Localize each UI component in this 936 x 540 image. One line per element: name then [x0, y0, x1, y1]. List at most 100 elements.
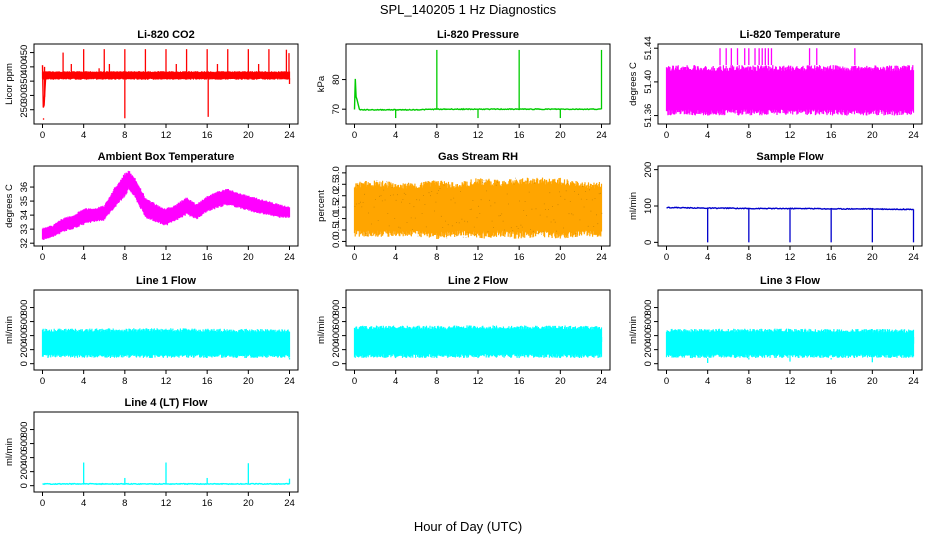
panel-1-y-axis-label: Licor ppm — [4, 63, 15, 105]
panel-1-x-tick-label: 4 — [81, 130, 86, 141]
panel-10-y-tick-label: 800 — [19, 422, 30, 438]
panel-6-x-tick-label: 8 — [746, 252, 751, 263]
panel-7-y-tick-label: 800 — [19, 300, 30, 316]
panel-10-y-axis-label: ml/min — [4, 438, 15, 466]
panel-1-x-tick-label: 16 — [202, 130, 213, 141]
panel-3-y-tick-label: 51.36 — [643, 104, 654, 128]
panel-1-y-tick-label: 300 — [19, 87, 30, 103]
panel-7-x-tick-label: 0 — [40, 376, 45, 387]
panel-10-y-tick-label: 200 — [19, 464, 30, 480]
figure-title: SPL_140205 1 Hz Diagnostics — [380, 2, 557, 17]
panel-5-x-tick-label: 4 — [393, 252, 398, 263]
panel-8-y-tick-label: 0 — [331, 361, 342, 366]
panel-2-x-tick-label: 16 — [514, 130, 525, 141]
panel-7-x-tick-label: 8 — [122, 376, 127, 387]
panel-2-plot-area — [353, 49, 603, 119]
panel-6-x-tick-label: 16 — [826, 252, 837, 263]
panel-5-y-tick-label: 1.0 — [331, 212, 342, 225]
panel-1-x-tick-label: 0 — [40, 130, 45, 141]
panel-9-y-tick-label: 0 — [643, 361, 654, 366]
panel-2-x-tick-label: 0 — [352, 130, 357, 141]
panel-10-title: Line 4 (LT) Flow — [125, 397, 208, 409]
panel-7-title: Line 1 Flow — [136, 275, 196, 287]
panel-6-x-tick-label: 0 — [664, 252, 669, 263]
panel-5-y-axis-label: percent — [316, 190, 327, 222]
panel-1-title: Li-820 CO2 — [137, 29, 194, 41]
panel-1-y-tick-label: 450 — [19, 45, 30, 61]
panel-7-x-tick-label: 16 — [202, 376, 213, 387]
panel-7-y-tick-label: 600 — [19, 314, 30, 330]
panel-1-x-tick-label: 12 — [161, 130, 172, 141]
panel-8-plot-area — [353, 325, 603, 359]
panel-4-band — [41, 170, 291, 240]
panel-10-y-tick-label: 400 — [19, 450, 30, 466]
panel-8-y-tick-label: 600 — [331, 314, 342, 330]
panel-7-x-tick-label: 4 — [81, 376, 86, 387]
panel-3-x-tick-label: 8 — [746, 130, 751, 141]
panel-4-y-tick-label: 34 — [19, 210, 30, 221]
panel-10-x-tick-label: 8 — [122, 498, 127, 509]
panel-3-x-tick-label: 12 — [785, 130, 796, 141]
panel-4-title: Ambient Box Temperature — [98, 151, 235, 163]
panel-7-plot-area — [41, 328, 291, 360]
panel-1-y-tick-label: 250 — [19, 102, 30, 118]
x-axis-title: Hour of Day (UTC) — [414, 519, 522, 534]
panel-4-y-tick-label: 33 — [19, 224, 30, 235]
panel-10-x-tick-label: 16 — [202, 498, 213, 509]
panel-1-x-tick-label: 8 — [122, 130, 127, 141]
panel-6-y-tick-label: 200 — [643, 162, 654, 178]
panel-7-y-axis-label: ml/min — [4, 316, 15, 344]
panel-9-plot-area — [665, 328, 915, 363]
panel-9-x-tick-label: 4 — [705, 376, 710, 387]
panel-9-x-tick-label: 8 — [746, 376, 751, 387]
panel-2-y-axis-label: kPa — [316, 75, 327, 92]
panel-4-y-axis-label: degrees C — [4, 184, 15, 228]
panel-7-y-tick-label: 400 — [19, 328, 30, 344]
panel-5-x-tick-label: 8 — [434, 252, 439, 263]
panel-1-y-tick-label: 350 — [19, 73, 30, 89]
panel-3-x-tick-label: 20 — [867, 130, 878, 141]
panel-2-x-tick-label: 8 — [434, 130, 439, 141]
panel-4-x-tick-label: 0 — [40, 252, 45, 263]
panel-5-x-tick-label: 20 — [555, 252, 566, 263]
panel-6-x-tick-label: 20 — [867, 252, 878, 263]
panel-6-series-line — [666, 206, 914, 211]
panel-8-x-tick-label: 0 — [352, 376, 357, 387]
panel-6-title: Sample Flow — [756, 151, 824, 163]
panel-3-y-tick-label: 51.44 — [643, 36, 654, 60]
panel-5-x-tick-label: 24 — [596, 252, 607, 263]
panel-4-x-tick-label: 20 — [243, 252, 254, 263]
panel-4: Ambient Box Temperature 0 4 8 12 16 20 24 32 33 34… — [4, 151, 299, 263]
panel-9-y-tick-label: 800 — [643, 300, 654, 316]
panel-1-x-tick-label: 20 — [243, 130, 254, 141]
panel-10-x-tick-label: 12 — [161, 498, 172, 509]
panel-4-x-tick-label: 12 — [161, 252, 172, 263]
panel-8-x-tick-label: 8 — [434, 376, 439, 387]
panel-5-texture — [354, 177, 603, 239]
panel-6-y-tick-label: 100 — [643, 198, 654, 214]
panel-3-y-axis-label: degrees C — [628, 62, 639, 106]
panel-2: Li-820 Pressure 0 4 8 12 16 20 24 70 80 kPa — [316, 29, 611, 141]
panel-1-plot-area — [41, 49, 291, 120]
panel-6-x-tick-label: 4 — [705, 252, 710, 263]
panel-5-plot-area — [353, 177, 603, 239]
panel-2-series-line — [353, 78, 602, 112]
panel-5-y-tick-label: 2.0 — [331, 189, 342, 202]
panel-6-y-tick-label: 0 — [643, 240, 654, 245]
panel-2-y-tick-label: 70 — [331, 104, 342, 115]
panel-2-title: Li-820 Pressure — [437, 29, 519, 41]
panel-8-x-tick-label: 4 — [393, 376, 398, 387]
panel-5-x-tick-label: 0 — [352, 252, 357, 263]
panel-5-band — [353, 177, 603, 239]
panel-4-plot-area — [41, 170, 291, 240]
panel-3-title: Li-820 Temperature — [740, 29, 841, 41]
panel-10-y-tick-label: 0 — [19, 483, 30, 488]
panel-8-y-tick-label: 400 — [331, 328, 342, 344]
panel-9-x-tick-label: 24 — [908, 376, 919, 387]
panel-4-x-tick-label: 16 — [202, 252, 213, 263]
panel-1-y-tick-label: 400 — [19, 59, 30, 75]
panel-6: Sample Flow 0 4 8 12 16 20 24 0 100 200 ml/min — [628, 151, 923, 263]
panel-5-y-tick-label: 0.5 — [331, 223, 342, 236]
